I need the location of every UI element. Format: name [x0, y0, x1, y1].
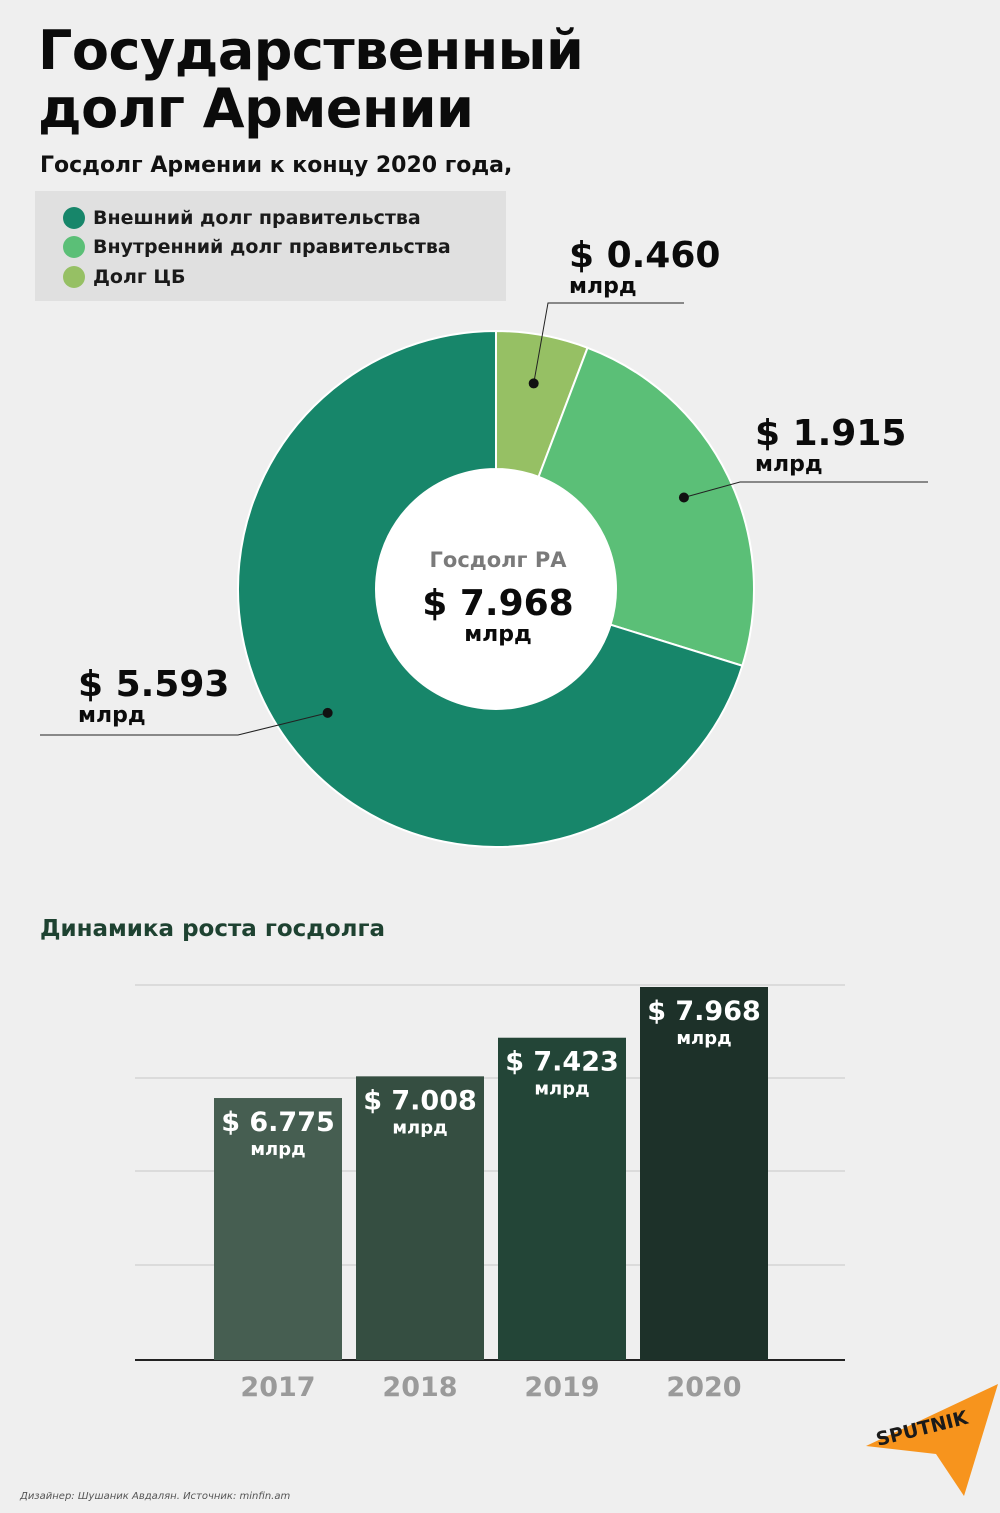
legend-label-external: Внешний долг правительства — [93, 207, 421, 229]
bar-chart-title: Динамика роста госдолга — [40, 916, 386, 942]
donut-center-label: Госдолг РА — [429, 548, 567, 572]
donut-center-value: $ 7.968 — [422, 583, 574, 624]
legend-label-internal: Внутренний долг правительства — [93, 236, 451, 258]
bar-value-label: $ 7.968 — [647, 996, 761, 1027]
callout-internal-unit: млрд — [755, 452, 823, 477]
bar-unit-label: млрд — [392, 1117, 447, 1138]
legend-item-cb: Долг ЦБ — [63, 264, 186, 290]
leader-dot-external — [322, 707, 333, 718]
leader-dot-cb — [528, 378, 539, 389]
donut-hole — [376, 469, 616, 709]
x-tick-label: 2020 — [666, 1372, 741, 1403]
donut-center-unit: млрд — [464, 622, 532, 647]
leader-line-internal — [683, 481, 928, 499]
bar-unit-label: млрд — [676, 1028, 731, 1049]
callout-external-value: $ 5.593 — [78, 664, 230, 705]
footer-credits: Дизайнер: Шушаник Авдалян. Источник: min… — [20, 1491, 291, 1502]
legend-item-internal: Внутренний долг правительства — [63, 234, 451, 260]
donut-chart — [40, 302, 928, 848]
title-line-2: долг Армении — [38, 77, 474, 140]
bar-value-label: $ 7.008 — [363, 1085, 477, 1116]
logo-shape — [866, 1384, 998, 1496]
title-line-1: Государственный — [38, 19, 584, 82]
callout-external-unit: млрд — [78, 703, 146, 728]
bar-value-label: $ 7.423 — [505, 1047, 619, 1078]
legend: Внешний долг правительства Внутренний до… — [35, 191, 506, 301]
page-title: Государственный долг Армении — [38, 22, 738, 138]
x-tick-label: 2017 — [240, 1372, 315, 1403]
subtitle: Госдолг Армении к концу 2020 года, — [40, 153, 513, 178]
legend-item-external: Внешний долг правительства — [63, 205, 421, 231]
bar-2020 — [640, 987, 768, 1360]
callout-cb-value: $ 0.460 — [569, 235, 721, 276]
legend-dot-external — [63, 207, 85, 229]
bar-unit-label: млрд — [534, 1079, 589, 1100]
legend-dot-cb — [63, 266, 85, 288]
bar-value-label: $ 6.775 — [221, 1107, 335, 1138]
x-tick-label: 2019 — [524, 1372, 599, 1403]
callout-internal-value: $ 1.915 — [755, 413, 907, 454]
legend-dot-internal — [63, 236, 85, 258]
legend-label-cb: Долг ЦБ — [93, 266, 186, 288]
bar-2017 — [214, 1098, 342, 1360]
leader-line-cb — [533, 302, 684, 384]
sputnik-logo: SPUTNIK — [866, 1384, 998, 1496]
x-tick-label: 2018 — [382, 1372, 457, 1403]
leader-line-external — [40, 712, 328, 736]
leader-dot-internal — [678, 492, 689, 503]
bar-2019 — [498, 1037, 626, 1360]
bar-unit-label: млрд — [250, 1139, 305, 1160]
bar-2018 — [356, 1076, 484, 1360]
callout-cb-unit: млрд — [569, 274, 637, 299]
